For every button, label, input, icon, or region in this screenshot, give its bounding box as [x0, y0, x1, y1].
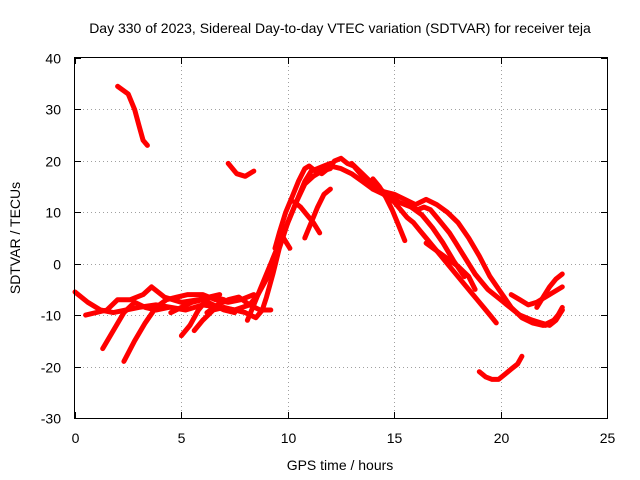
series-line-arc-7: [168, 297, 238, 316]
y-tick-label: 30: [45, 102, 61, 118]
y-tick-label: 20: [45, 154, 61, 170]
grid-lines: [75, 58, 607, 418]
y-tick-label: 10: [45, 205, 61, 221]
y-tick-label: 40: [45, 51, 61, 67]
series-line-arc-1: [115, 83, 150, 148]
series-line-arc-23: [530, 307, 565, 328]
y-tick-label: -10: [41, 308, 61, 324]
series-line-arc-16: [349, 160, 565, 328]
plot-frame: [74, 57, 608, 419]
x-tick-label: 0: [72, 430, 80, 446]
series-line-arc-17: [370, 176, 408, 244]
y-tick-label: -30: [41, 411, 61, 427]
series-line-arc-6: [121, 292, 257, 364]
series-line-arc-10: [204, 294, 274, 316]
series-line-arc-19: [423, 240, 478, 292]
series-line-arc-22: [534, 271, 565, 310]
series-line-arc-13: [302, 186, 333, 241]
y-axis-label: SDTVAR / TECUs: [7, 182, 23, 294]
series-line-arc-20: [476, 353, 525, 382]
series-line-arc-8: [178, 292, 223, 339]
series-line-arc-2: [225, 160, 257, 179]
y-tick-label: -20: [41, 360, 61, 376]
x-tick-label: 5: [178, 430, 186, 446]
series-line-arc-15: [327, 163, 499, 326]
x-tick-label: 15: [387, 430, 403, 446]
x-tick-label: 20: [494, 430, 510, 446]
y-tick-label: 0: [53, 257, 61, 273]
series-line-arc-21: [508, 284, 565, 308]
axis-ticks: 0 5 10 15 20 25 -30 -20 -10 0 10 20 30 40: [41, 51, 616, 447]
x-tick-label: 10: [281, 430, 297, 446]
x-axis-label: GPS time / hours: [287, 457, 394, 473]
x-tick-label: 25: [600, 430, 616, 446]
chart-title: Day 330 of 2023, Sidereal Day-to-day VTE…: [89, 20, 591, 36]
series-group: [72, 83, 565, 382]
series-line-arc-14: [291, 199, 323, 236]
